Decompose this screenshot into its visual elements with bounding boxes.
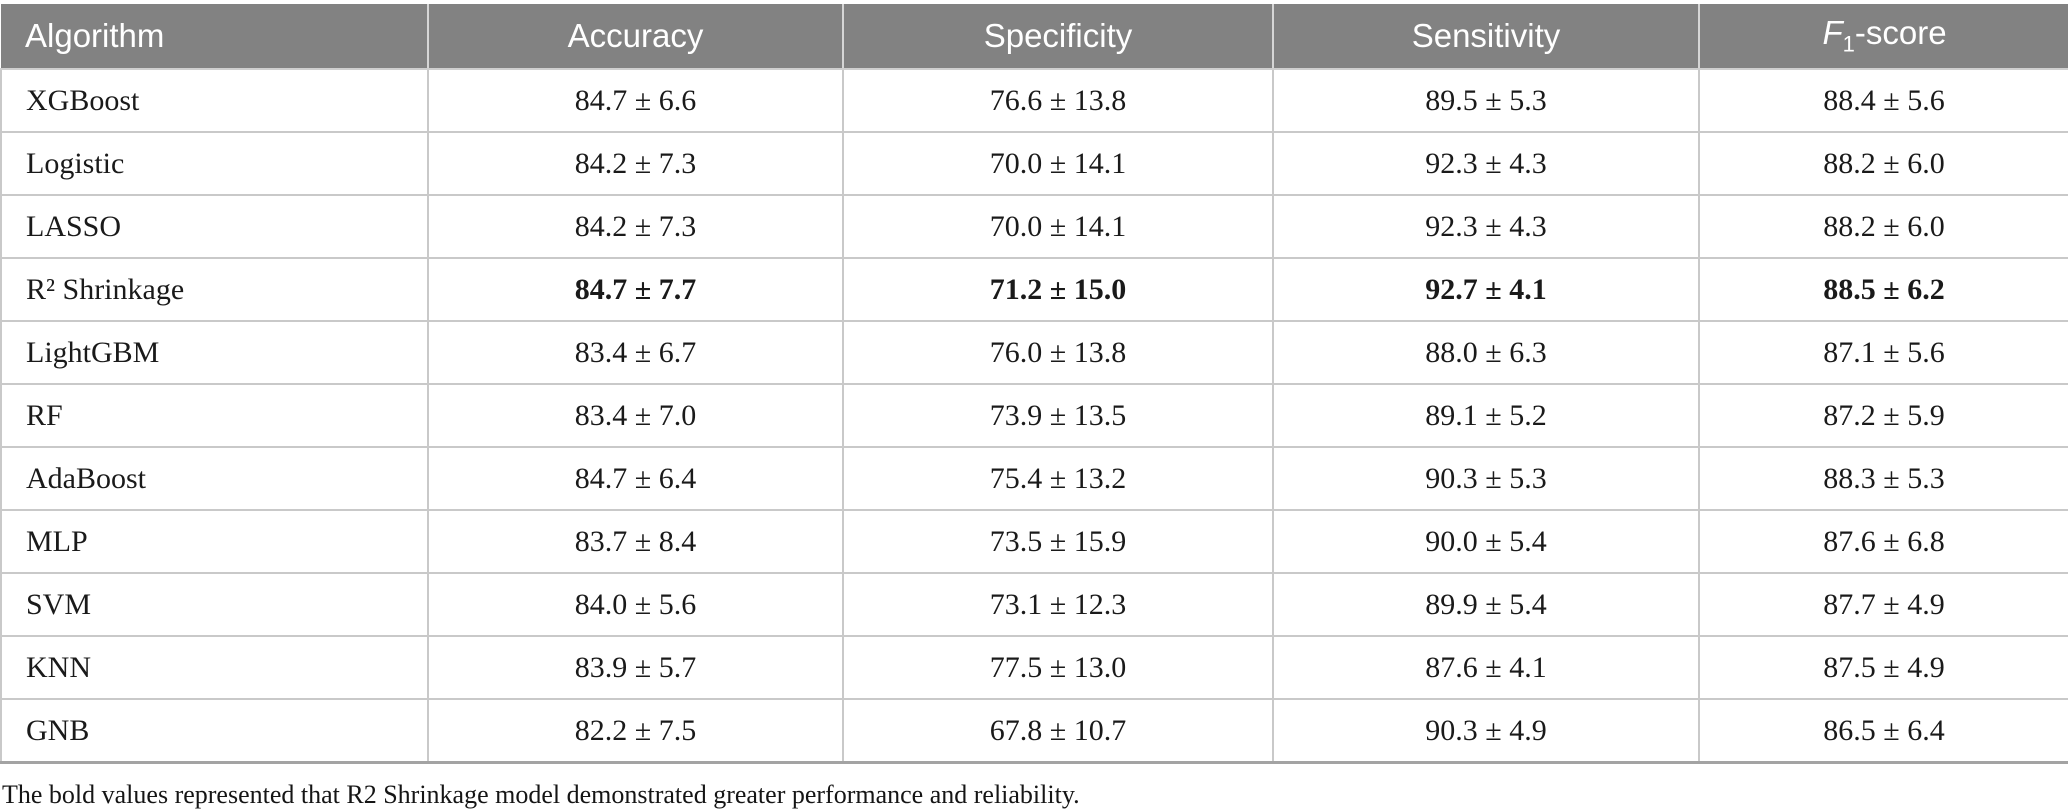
cell-specificity: 70.0 ± 14.1 — [842, 131, 1274, 196]
cell-algorithm: KNN — [0, 635, 429, 700]
cell-accuracy: 83.9 ± 5.7 — [427, 635, 844, 700]
cell-accuracy: 84.0 ± 5.6 — [427, 572, 844, 637]
column-header-f1-score: F1-score — [1698, 4, 2068, 70]
header-row: Algorithm Accuracy Specificity Sensitivi… — [1, 4, 2068, 70]
cell-f1-score: 88.2 ± 6.0 — [1698, 194, 2068, 259]
table-row: GNB 82.2 ± 7.5 67.8 ± 10.7 90.3 ± 4.9 86… — [0, 698, 2068, 764]
cell-algorithm: AdaBoost — [0, 446, 429, 511]
cell-algorithm: MLP — [0, 509, 429, 574]
cell-algorithm: SVM — [0, 572, 429, 637]
cell-specificity: 73.9 ± 13.5 — [842, 383, 1274, 448]
table-row: LASSO 84.2 ± 7.3 70.0 ± 14.1 92.3 ± 4.3 … — [0, 194, 2068, 259]
table-row: SVM 84.0 ± 5.6 73.1 ± 12.3 89.9 ± 5.4 87… — [0, 572, 2068, 637]
cell-algorithm: R² Shrinkage — [0, 257, 429, 322]
column-header-sensitivity: Sensitivity — [1272, 4, 1699, 70]
column-header-specificity: Specificity — [842, 4, 1273, 70]
f1-letter: F — [1822, 14, 1843, 52]
cell-sensitivity: 89.9 ± 5.4 — [1272, 572, 1700, 637]
cell-algorithm: XGBoost — [0, 68, 429, 133]
cell-specificity: 70.0 ± 14.1 — [842, 194, 1274, 259]
cell-specificity: 76.6 ± 13.8 — [842, 68, 1274, 133]
column-header-algorithm: Algorithm — [1, 4, 428, 70]
cell-f1-score: 88.3 ± 5.3 — [1698, 446, 2068, 511]
cell-specificity: 67.8 ± 10.7 — [842, 698, 1274, 764]
cell-f1-score: 87.1 ± 5.6 — [1698, 320, 2068, 385]
cell-specificity: 73.1 ± 12.3 — [842, 572, 1274, 637]
cell-f1-score: 87.7 ± 4.9 — [1698, 572, 2068, 637]
table-body: XGBoost 84.7 ± 6.6 76.6 ± 13.8 89.5 ± 5.… — [0, 68, 2068, 764]
cell-sensitivity: 89.1 ± 5.2 — [1272, 383, 1700, 448]
table-row: RF 83.4 ± 7.0 73.9 ± 13.5 89.1 ± 5.2 87.… — [0, 383, 2068, 448]
cell-sensitivity: 89.5 ± 5.3 — [1272, 68, 1700, 133]
cell-accuracy: 84.2 ± 7.3 — [427, 194, 844, 259]
cell-algorithm: LightGBM — [0, 320, 429, 385]
cell-algorithm: LASSO — [0, 194, 429, 259]
cell-sensitivity: 92.3 ± 4.3 — [1272, 131, 1700, 196]
table-row: LightGBM 83.4 ± 6.7 76.0 ± 13.8 88.0 ± 6… — [0, 320, 2068, 385]
cell-sensitivity: 88.0 ± 6.3 — [1272, 320, 1700, 385]
cell-sensitivity: 90.0 ± 5.4 — [1272, 509, 1700, 574]
cell-sensitivity: 90.3 ± 4.9 — [1272, 698, 1700, 764]
table-row: AdaBoost 84.7 ± 6.4 75.4 ± 13.2 90.3 ± 5… — [0, 446, 2068, 511]
cell-specificity: 71.2 ± 15.0 — [842, 257, 1274, 322]
cell-f1-score: 87.5 ± 4.9 — [1698, 635, 2068, 700]
cell-f1-score: 88.4 ± 5.6 — [1698, 68, 2068, 133]
cell-f1-score: 87.2 ± 5.9 — [1698, 383, 2068, 448]
cell-sensitivity: 90.3 ± 5.3 — [1272, 446, 1700, 511]
table-footnote: The bold values represented that R2 Shri… — [2, 780, 1080, 809]
cell-accuracy: 84.2 ± 7.3 — [427, 131, 844, 196]
cell-algorithm: GNB — [0, 698, 429, 764]
cell-specificity: 75.4 ± 13.2 — [842, 446, 1274, 511]
cell-specificity: 77.5 ± 13.0 — [842, 635, 1274, 700]
cell-accuracy: 82.2 ± 7.5 — [427, 698, 844, 764]
table-header: Algorithm Accuracy Specificity Sensitivi… — [1, 4, 2068, 70]
cell-accuracy: 84.7 ± 7.7 — [427, 257, 844, 322]
column-header-accuracy: Accuracy — [427, 4, 843, 70]
cell-algorithm: Logistic — [0, 131, 429, 196]
f1-subscript: 1 — [1842, 31, 1855, 57]
cell-accuracy: 84.7 ± 6.6 — [427, 68, 844, 133]
cell-accuracy: 83.4 ± 6.7 — [427, 320, 844, 385]
cell-accuracy: 83.4 ± 7.0 — [427, 383, 844, 448]
cell-f1-score: 88.2 ± 6.0 — [1698, 131, 2068, 196]
cell-specificity: 76.0 ± 13.8 — [842, 320, 1274, 385]
cell-f1-score: 87.6 ± 6.8 — [1698, 509, 2068, 574]
cell-f1-score: 86.5 ± 6.4 — [1698, 698, 2068, 764]
cell-f1-score: 88.5 ± 6.2 — [1698, 257, 2068, 322]
cell-sensitivity: 87.6 ± 4.1 — [1272, 635, 1700, 700]
cell-sensitivity: 92.3 ± 4.3 — [1272, 194, 1700, 259]
table-row: KNN 83.9 ± 5.7 77.5 ± 13.0 87.6 ± 4.1 87… — [0, 635, 2068, 700]
table-row: R² Shrinkage 84.7 ± 7.7 71.2 ± 15.0 92.7… — [0, 257, 2068, 322]
cell-algorithm: RF — [0, 383, 429, 448]
f1-rest: -score — [1854, 14, 1947, 52]
results-table: Algorithm Accuracy Specificity Sensitivi… — [0, 4, 2068, 764]
cell-sensitivity: 92.7 ± 4.1 — [1272, 257, 1700, 322]
cell-specificity: 73.5 ± 15.9 — [842, 509, 1274, 574]
table-row: MLP 83.7 ± 8.4 73.5 ± 15.9 90.0 ± 5.4 87… — [0, 509, 2068, 574]
table-row: XGBoost 84.7 ± 6.6 76.6 ± 13.8 89.5 ± 5.… — [0, 68, 2068, 133]
cell-accuracy: 84.7 ± 6.4 — [427, 446, 844, 511]
table-row: Logistic 84.2 ± 7.3 70.0 ± 14.1 92.3 ± 4… — [0, 131, 2068, 196]
cell-accuracy: 83.7 ± 8.4 — [427, 509, 844, 574]
